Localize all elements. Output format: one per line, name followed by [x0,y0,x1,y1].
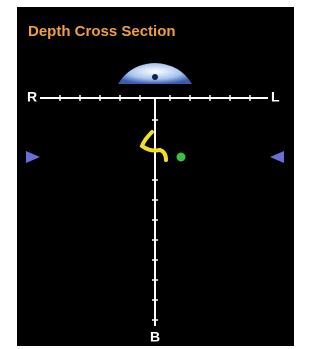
page: Depth Cross Section R L B (() => { const… [0,0,301,349]
depth-view: Depth Cross Section R L B [0,0,301,349]
label-r: R [27,89,37,105]
label-l: L [271,89,280,105]
label-b: B [150,329,160,345]
probe-dot [152,74,158,80]
title: Depth Cross Section [28,23,176,40]
target-dot [177,153,186,162]
